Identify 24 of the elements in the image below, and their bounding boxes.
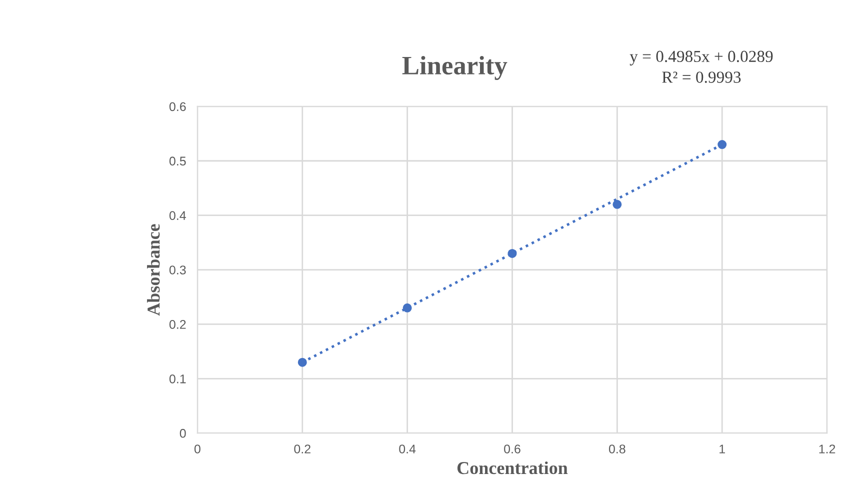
text: y = 0.4985x + 0.0289 xyxy=(630,50,773,66)
x-tick-label: 0.6 xyxy=(504,444,520,454)
y-tick-label: 0.6 xyxy=(169,102,186,112)
y-tick-label: 0 xyxy=(180,428,186,438)
point xyxy=(612,200,622,209)
point xyxy=(402,303,412,312)
text: R² = 0.9993 xyxy=(662,72,741,83)
x-axis-title: Concentration xyxy=(457,461,568,474)
x-tick-label: 1 xyxy=(720,444,725,454)
y-axis-title: Absorbance xyxy=(147,224,160,316)
point xyxy=(298,358,307,367)
x-tick-label: 0.2 xyxy=(294,444,310,454)
x-tick-label: 0.4 xyxy=(399,444,416,454)
y-tick-label: 0.4 xyxy=(169,211,186,220)
chart-title: Linearity xyxy=(402,56,508,80)
y-tick-label: 0.5 xyxy=(169,156,186,166)
y-tick-label: 0.1 xyxy=(169,374,186,384)
y-tick-label: 0.3 xyxy=(169,266,186,274)
x-tick-label: 0.8 xyxy=(608,444,626,454)
y-tick-label: 0.2 xyxy=(169,320,186,329)
x-tick-label: 0 xyxy=(194,444,200,454)
point xyxy=(508,248,517,258)
point xyxy=(718,140,727,150)
x-tick-label: 1.2 xyxy=(819,444,836,454)
